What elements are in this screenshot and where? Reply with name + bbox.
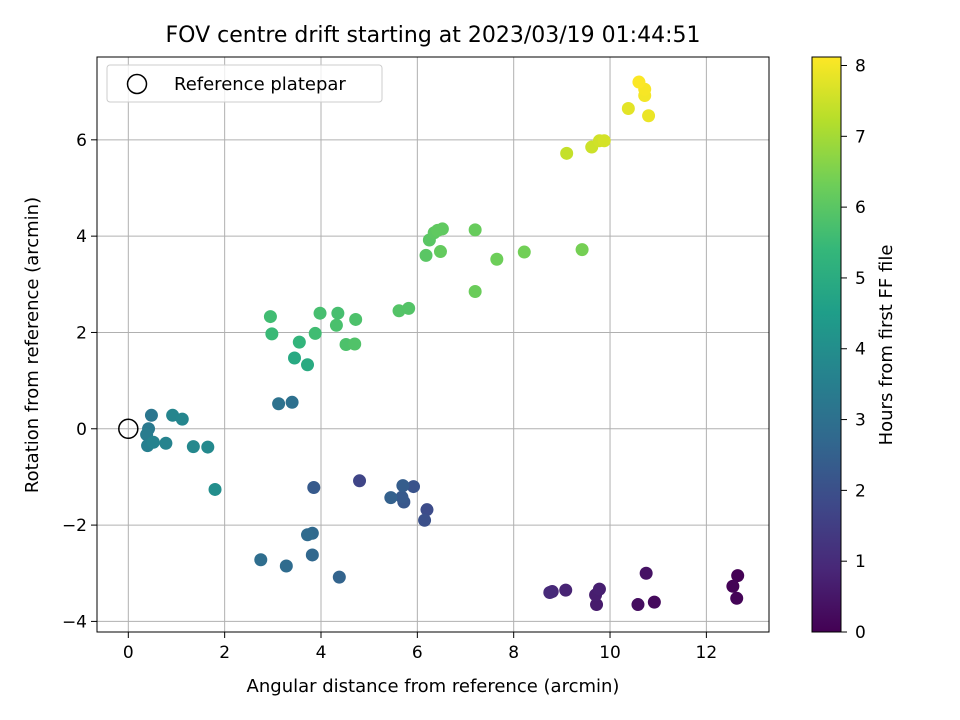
scatter-point [592,582,606,596]
scatter-point [272,397,286,411]
scatter-point [307,481,321,495]
colorbar-tick-label: 0 [855,623,866,643]
scatter-point [731,569,745,583]
legend-label: Reference platepar [174,74,346,95]
scatter-point [420,503,434,517]
scatter-point [308,326,322,340]
y-tick-label: −4 [62,612,87,632]
scatter-point [201,440,215,454]
scatter-point [560,146,574,160]
scatter-point [353,474,367,488]
scatter-point [285,395,299,409]
scatter-point [517,245,531,259]
colorbar-tick-label: 1 [855,552,866,572]
plot-frame [96,56,770,633]
scatter-point [254,553,268,567]
scatter-point [468,285,482,299]
colorbar-tick-label: 5 [855,269,866,289]
scatter-point [418,513,432,527]
scatter-point [144,408,158,422]
y-tick-label: 2 [76,323,87,343]
x-tick-label: 10 [599,643,621,663]
colorbar-strip [811,56,842,633]
scatter-point [639,566,653,580]
scatter-point [433,245,447,259]
reference-platepar-marker [118,418,139,440]
x-tick-label: 8 [508,643,519,663]
x-tick-label: 12 [696,643,718,663]
legend-open-circle-icon [126,73,148,95]
scatter-point [332,570,346,584]
scatter-point [631,598,645,612]
scatter-point [329,318,343,332]
scatter-point [726,579,740,593]
scatter-point [313,306,327,320]
scatter-point [632,75,646,89]
scatter-point [305,548,319,562]
x-tick-label: 2 [219,643,230,663]
scatter-point [575,243,589,257]
scatter-point [435,222,449,236]
data-points [140,75,745,612]
chart-title: FOV centre drift starting at 2023/03/19 … [166,23,701,48]
y-axis-ticks: −4 −2 0 2 4 6 [62,131,97,632]
colorbar-tick-label: 4 [855,340,866,360]
scatter-point [301,358,315,372]
scatter-point [647,595,661,609]
scatter-point [186,440,200,454]
scatter-point [597,134,611,148]
scatter-point [292,335,306,349]
scatter-point [349,312,363,326]
colorbar-ticks: 0 1 2 3 4 5 6 7 8 [841,56,866,643]
y-tick-label: 4 [76,227,87,247]
scatter-point [279,559,293,573]
scatter-point [395,490,409,504]
colorbar-tick-label: 2 [855,481,866,501]
scatter-point [348,337,362,351]
colorbar-tick-label: 3 [855,411,866,431]
scatter-point [159,436,173,450]
x-axis-label: Angular distance from reference (arcmin) [247,676,620,697]
y-tick-label: 0 [76,420,87,440]
scatter-point [146,435,160,449]
scatter-point [396,479,410,493]
scatter-point [265,327,279,341]
scatter-point [331,306,345,320]
colorbar-tick-label: 8 [855,56,866,76]
x-tick-label: 0 [123,643,134,663]
colorbar: 0 1 2 3 4 5 6 7 8 Hours from first FF file [811,56,897,643]
scatter-point [263,310,277,324]
colorbar-label: Hours from first FF file [876,245,897,446]
scatter-point [301,528,315,542]
scatter-point [406,480,420,494]
scatter-point [208,482,222,496]
y-tick-label: −2 [62,516,87,536]
x-tick-label: 6 [412,643,423,663]
x-tick-label: 4 [316,643,327,663]
y-tick-label: 6 [76,131,87,151]
colorbar-tick-label: 6 [855,198,866,218]
grid [97,57,769,632]
scatter-point [490,252,504,266]
legend-box [106,64,383,103]
scatter-point [175,412,189,426]
scatter-point [419,248,433,262]
scatter-point [402,301,416,315]
colorbar-tick-label: 7 [855,127,866,147]
legend: Reference platepar [106,64,383,103]
y-axis-label: Rotation from reference (arcmin) [22,197,43,493]
scatter-point [543,586,557,600]
x-axis-ticks: 0 2 4 6 8 10 12 [123,632,717,663]
scatter-point [590,598,604,612]
scatter-point [288,351,302,365]
scatter-point [384,491,398,505]
scatter-point [559,583,573,597]
scatter-point [621,102,635,116]
plot-area [96,56,770,633]
scatter-point [468,223,482,237]
scatter-point [730,591,744,605]
scatter-point [642,109,656,123]
